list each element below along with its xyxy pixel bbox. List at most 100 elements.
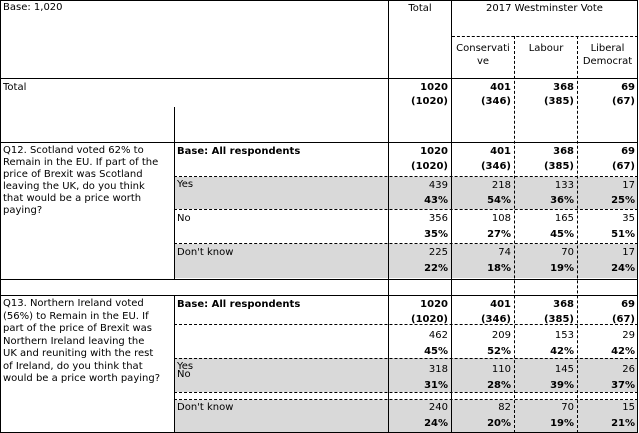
q13-question-line: (56%) to Remain in the EU. If <box>3 310 149 322</box>
q13-base-unweighted-cell: (1020) <box>411 314 448 325</box>
total-weighted-cell: 401 <box>490 82 511 93</box>
q12-percent-cell: 27% <box>487 229 511 240</box>
q13-base-weighted-cell: 401 <box>490 299 511 310</box>
q12-count-cell: 17 <box>622 247 635 258</box>
q13-count-cell: 209 <box>491 330 511 341</box>
q12-percent-cell: 36% <box>550 195 574 206</box>
total-weighted-cell: 1020 <box>420 82 448 93</box>
q12-question-line: paying? <box>3 205 43 216</box>
q13-percent-cell: 24% <box>424 418 448 429</box>
q13-question-line: of Ireland, do you think that <box>3 360 143 372</box>
q12-percent-cell: 51% <box>611 229 635 240</box>
column-header-conservative: Conservati ve <box>452 42 514 68</box>
q12-base-weighted-cell: 401 <box>490 146 511 157</box>
q13-base-unweighted-cell: (346) <box>480 314 511 325</box>
q12-count-cell: 225 <box>428 247 448 258</box>
q13-base-weighted-cell: 69 <box>621 299 635 310</box>
total-weighted-cell: 69 <box>621 82 635 93</box>
q12-question-line: that would be a price worth <box>3 193 142 204</box>
q13-count-cell: 15 <box>622 402 635 413</box>
q12-base-weighted-cell: 69 <box>621 146 635 157</box>
q13-no-label: No <box>177 369 191 380</box>
q13-question-line: Q13. Northern Ireland voted <box>3 298 144 309</box>
q13-count-cell: 153 <box>554 330 574 341</box>
q12-percent-cell: 18% <box>487 263 511 274</box>
q12-percent-cell: 19% <box>550 263 574 274</box>
q12-count-cell: 218 <box>491 180 511 191</box>
q12-count-cell: 17 <box>622 180 635 191</box>
column-header-libdem-l2: Democrat <box>582 56 633 67</box>
q12-base-label: Base: All respondents <box>177 146 301 157</box>
q13-count-cell: 110 <box>491 364 511 375</box>
column-header-conservative-l1: Conservati <box>456 43 510 54</box>
q12-count-cell: 70 <box>561 247 574 258</box>
q12-question-line: leaving the UK, do you think <box>3 181 145 192</box>
q13-question-line: UK and reuniting with the rest <box>3 348 154 359</box>
q13-dontknow-shade <box>174 400 637 433</box>
q13-base-unweighted-cell: (385) <box>543 314 574 325</box>
q12-question-line: price of Brexit was Scotland <box>3 169 143 180</box>
q13-percent-cell: 42% <box>550 346 574 357</box>
q12-count-cell: 35 <box>622 213 635 224</box>
q12-dontknow-label: Don't know <box>177 247 234 258</box>
q13-count-cell: 29 <box>622 330 635 341</box>
q13-question-line: part of the price of Brexit was <box>3 323 153 334</box>
column-header-labour: Labour <box>515 42 577 55</box>
total-weighted-cell: 368 <box>553 82 574 93</box>
q13-yes-label: Yes <box>177 361 194 372</box>
q13-yes-shade <box>174 358 637 392</box>
q12-count-cell: 165 <box>554 213 574 224</box>
q12-count-cell: 356 <box>428 213 448 224</box>
column-header-libdem-l1: Liberal <box>590 43 625 54</box>
q13-count-cell: 462 <box>428 330 448 341</box>
total-unweighted-cell: (67) <box>611 96 635 107</box>
q12-percent-cell: 25% <box>611 195 635 206</box>
q13-percent-cell: 31% <box>424 380 448 391</box>
q12-base-weighted-cell: 368 <box>553 146 574 157</box>
base-label: Base: 1,020 <box>3 2 63 13</box>
q12-question: Q12. Scotland voted 62% to Remain in the… <box>3 145 158 217</box>
q12-count-cell: 133 <box>554 180 574 191</box>
q12-base-unweighted-cell: (1020) <box>411 161 448 172</box>
q13-count-cell: 240 <box>428 402 448 413</box>
q12-percent-cell: 45% <box>550 229 574 240</box>
q12-question-line: Remain in the EU. If part of the <box>3 157 159 168</box>
q12-yes-label: Yes <box>177 179 194 190</box>
q13-percent-cell: 52% <box>487 346 511 357</box>
q13-count-cell: 145 <box>554 364 574 375</box>
vote-group-header: 2017 Westminster Vote <box>486 3 603 14</box>
q12-percent-cell: 35% <box>424 229 448 240</box>
q12-base-unweighted-cell: (385) <box>543 161 574 172</box>
q13-question: Q13. Northern Ireland voted (56%) to Rem… <box>3 298 160 386</box>
q12-percent-cell: 24% <box>611 263 635 274</box>
q13-percent-cell: 28% <box>487 380 511 391</box>
column-header-libdem: Liberal Democrat <box>578 42 637 68</box>
q13-count-cell: 70 <box>561 402 574 413</box>
q13-base-weighted-cell: 1020 <box>420 299 448 310</box>
q12-no-label: No <box>177 213 191 224</box>
total-unweighted-cell: (346) <box>480 96 511 107</box>
q13-percent-cell: 42% <box>611 346 635 357</box>
q13-percent-cell: 21% <box>611 418 635 429</box>
q12-question-line: Q12. Scotland voted 62% to <box>3 145 144 156</box>
q13-percent-cell: 37% <box>611 380 635 391</box>
q12-yes-shade <box>174 177 637 209</box>
q12-dontknow-shade <box>174 244 637 278</box>
total-unweighted-cell: (1020) <box>411 96 448 107</box>
q13-percent-cell: 20% <box>487 418 511 429</box>
q13-percent-cell: 39% <box>550 380 574 391</box>
total-column-header: Total <box>408 3 432 14</box>
q12-base-unweighted-cell: (67) <box>611 161 635 172</box>
q12-percent-cell: 43% <box>424 195 448 206</box>
q13-base-weighted-cell: 368 <box>553 299 574 310</box>
q12-percent-cell: 54% <box>487 195 511 206</box>
q13-count-cell: 26 <box>622 364 635 375</box>
column-header-labour-l1: Labour <box>528 43 564 54</box>
q13-count-cell: 318 <box>428 364 448 375</box>
column-header-conservative-l2: ve <box>476 56 490 67</box>
q12-count-cell: 108 <box>491 213 511 224</box>
q13-base-label: Base: All respondents <box>177 299 301 310</box>
q12-base-weighted-cell: 1020 <box>420 146 448 157</box>
q13-percent-cell: 45% <box>424 346 448 357</box>
q12-count-cell: 439 <box>428 180 448 191</box>
